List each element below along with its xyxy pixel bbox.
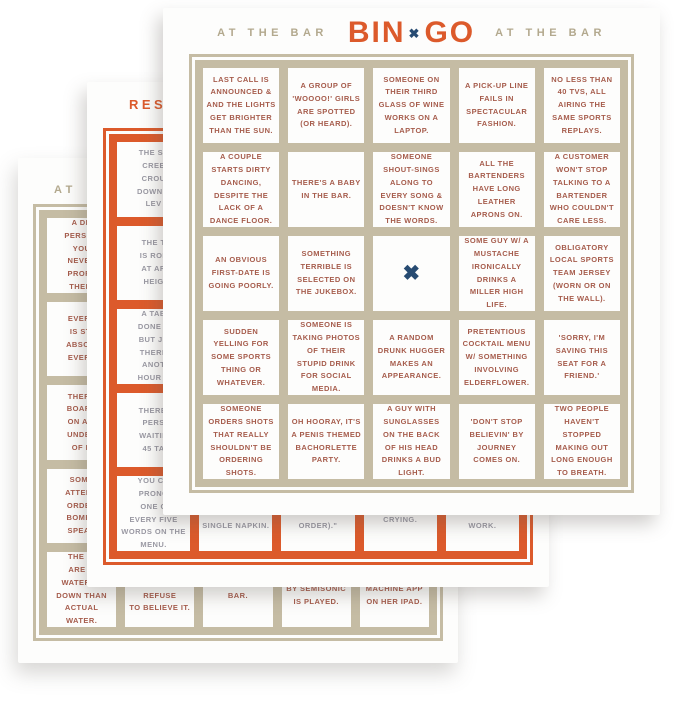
middle-card-header-fragment: RES (129, 97, 167, 112)
bingo-cell: SOMEONE IS TAKING PHOTOS OF THEIR STUPID… (288, 320, 365, 395)
bingo-cell: OH HOORAY, IT'S A PENIS THEMED BACHORLET… (288, 404, 365, 479)
bingo-cell: SOMEONE ON THEIR THIRD GLASS OF WINE WOR… (373, 68, 450, 143)
bingo-cell: A PICK-UP LINE FAILS IN SPECTACULAR FASH… (458, 68, 535, 143)
bingo-cell: ALL THE BARTENDERS HAVE LONG LEATHER APR… (458, 152, 535, 227)
bingo-cell: SOMEONE SHOUT-SINGS ALONG TO EVERY SONG … (373, 152, 450, 227)
bingo-cell: AN OBVIOUS FIRST-DATE IS GOING POORLY. (203, 236, 280, 311)
bingo-cell: A CUSTOMER WON'T STOP TALKING TO A BARTE… (543, 152, 620, 227)
front-card-grid: LAST CALL IS ANNOUNCED & AND THE LIGHTS … (195, 60, 628, 487)
bingo-cell: OBLIGATORY LOCAL SPORTS TEAM JERSEY (WOR… (543, 236, 620, 311)
bingo-card-front: AT THE BAR BIN ✖ GO AT THE BAR LAST CALL… (163, 8, 660, 515)
back-card-header-fragment: AT (54, 184, 77, 196)
bingo-cell: 'SORRY, I'M SAVING THIS SEAT FOR A FRIEN… (543, 320, 620, 395)
logo-x-icon: ✖ (408, 25, 422, 41)
front-card-grid-frame: LAST CALL IS ANNOUNCED & AND THE LIGHTS … (189, 54, 634, 493)
bingo-cell: NO LESS THAN 40 TVS, ALL AIRING THE SAME… (543, 68, 620, 143)
bingo-cell: YOU CA PRONO ONE O EVERY FIVE WORDS ON T… (117, 476, 191, 551)
bingo-cell: PRETENTIOUS COCKTAIL MENU W/ SOMETHING I… (458, 320, 535, 395)
bingo-cell: LAST CALL IS ANNOUNCED & AND THE LIGHTS … (203, 68, 280, 143)
bingo-cell: SOME GUY W/ A MUSTACHE IRONICALLY DRINKS… (458, 236, 535, 311)
bingo-cell: SUDDEN YELLING FOR SOME SPORTS THING OR … (203, 320, 280, 395)
bingo-cell: THERE'S A BABY IN THE BAR. (288, 152, 365, 227)
x-mark-icon: ✖ (402, 261, 421, 285)
bingo-cell: A GUY WITH SUNGLASSES ON THE BACK OF HIS… (373, 404, 450, 479)
bingo-cell: TWO PEOPLE HAVEN'T STOPPED MAKING OUT LO… (543, 404, 620, 479)
free-space-cell: ✖ (373, 236, 450, 311)
bingo-cell: A COUPLE STARTS DIRTY DANCING, DESPITE T… (203, 152, 280, 227)
bingo-cell: SOMETHING TERRIBLE IS SELECTED ON THE JU… (288, 236, 365, 311)
bingo-cell: A GROUP OF 'WOOOO!' GIRLS ARE SPOTTED (O… (288, 68, 365, 143)
logo-go-text: GO (424, 16, 476, 49)
card-title-bar: AT THE BAR BIN ✖ GO AT THE BAR (163, 18, 660, 48)
bingo-cell: 'DON'T STOP BELIEVIN' BY JOURNEY COMES O… (458, 404, 535, 479)
logo-bin-text: BIN (347, 16, 406, 49)
bingo-cell: SOMEONE ORDERS SHOTS THAT REALLY SHOULDN… (203, 404, 280, 479)
bingo-cell: A RANDOM DRUNK HUGGER MAKES AN APPEARANC… (373, 320, 450, 395)
header-left-text: AT THE BAR (217, 27, 328, 39)
bingo-logo: BIN ✖ GO (348, 18, 475, 48)
header-right-text: AT THE BAR (495, 27, 606, 39)
